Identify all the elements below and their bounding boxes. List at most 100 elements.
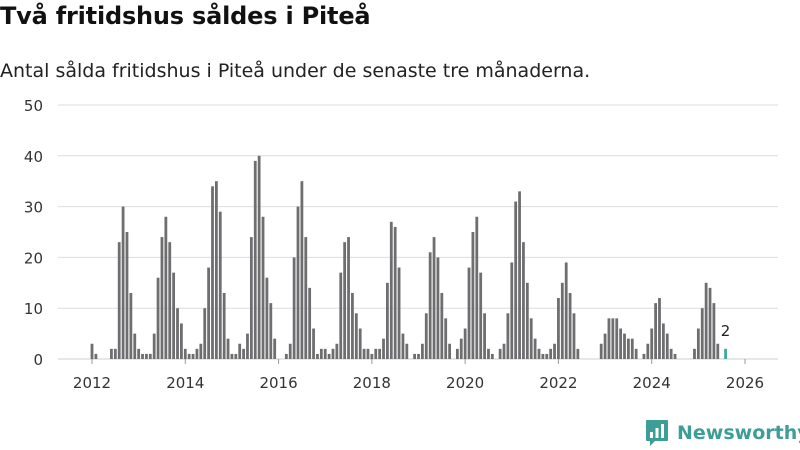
bar <box>351 292 354 359</box>
brand-name: Newsworthy <box>677 422 800 444</box>
bar <box>366 348 370 359</box>
bar <box>362 348 366 359</box>
bar <box>490 353 494 359</box>
bar <box>129 292 133 359</box>
bar <box>444 318 448 359</box>
bar <box>576 348 580 359</box>
bar <box>483 313 486 359</box>
bar <box>203 308 207 359</box>
bar <box>382 338 385 359</box>
bar <box>125 232 129 359</box>
bar <box>195 348 199 359</box>
bar <box>502 343 506 359</box>
bar <box>249 237 253 359</box>
bar <box>401 333 405 359</box>
bar <box>549 348 553 359</box>
bar <box>533 338 537 359</box>
bar <box>238 343 242 359</box>
bar <box>506 313 510 359</box>
bar-chart: 0 10 20 30 40 50 2012 2014 2016 2018 2020 2022 2024 2… <box>24 97 778 392</box>
bar <box>113 348 117 359</box>
bar <box>459 338 463 359</box>
bar <box>693 348 696 359</box>
bar <box>642 353 646 359</box>
bar <box>623 333 626 359</box>
bar <box>619 328 623 359</box>
bar <box>545 353 549 359</box>
bar <box>253 160 257 359</box>
y-tick-label: 40 <box>24 148 43 166</box>
x-tick-label: 2026 <box>726 374 764 392</box>
bar <box>654 303 658 359</box>
bar <box>428 252 432 359</box>
bar <box>479 272 483 359</box>
bar <box>529 318 533 359</box>
bar <box>673 353 677 359</box>
x-tick-label: 2014 <box>166 374 204 392</box>
bar <box>498 348 502 359</box>
bar <box>207 267 211 359</box>
bar <box>187 353 191 359</box>
bar <box>634 348 638 359</box>
bar <box>393 226 397 359</box>
bar <box>541 353 545 359</box>
bar <box>152 333 156 359</box>
bar <box>611 318 615 359</box>
bar <box>646 343 650 359</box>
bar <box>487 348 490 359</box>
bar <box>230 353 234 359</box>
bar <box>110 348 113 359</box>
bar <box>374 348 378 359</box>
x-tick-label: 2024 <box>633 374 671 392</box>
bar <box>117 242 121 359</box>
bar <box>90 343 94 359</box>
bar <box>172 272 176 359</box>
y-tick-label: 10 <box>24 300 43 318</box>
bar <box>420 343 424 359</box>
bar <box>319 348 323 359</box>
bar <box>183 348 187 359</box>
bar <box>133 333 137 359</box>
chart-title: Två fritidshus såldes i Piteå <box>0 2 371 30</box>
bar <box>661 323 665 359</box>
bar <box>448 343 451 359</box>
bar <box>572 313 576 359</box>
bar <box>463 328 467 359</box>
bar <box>343 242 347 359</box>
bar-highlight <box>724 348 727 359</box>
bar <box>191 353 195 359</box>
bar <box>405 343 409 359</box>
bar <box>440 292 444 359</box>
newsworthy-logo-icon <box>646 420 668 446</box>
bar <box>257 155 261 359</box>
bar <box>424 313 428 359</box>
bar <box>265 277 269 359</box>
bar <box>168 242 172 359</box>
bar <box>704 282 708 359</box>
bar <box>568 292 572 359</box>
bar <box>553 343 556 359</box>
bar <box>156 277 160 359</box>
brand: Newsworthy <box>645 419 800 447</box>
bar <box>700 308 704 359</box>
bar <box>397 267 401 359</box>
bar <box>327 353 331 359</box>
bar <box>696 328 700 359</box>
bar <box>179 323 183 359</box>
bar <box>599 343 603 359</box>
bar <box>358 328 362 359</box>
bar <box>525 282 529 359</box>
bar <box>413 353 417 359</box>
bar <box>658 298 661 359</box>
bar <box>386 282 389 359</box>
bar <box>518 191 521 359</box>
bar <box>650 328 654 359</box>
bar <box>296 206 300 359</box>
bar <box>308 287 312 359</box>
bar <box>370 353 374 359</box>
y-tick-label: 0 <box>33 351 43 369</box>
bar <box>141 353 144 359</box>
bar <box>537 348 541 359</box>
bar <box>716 343 720 359</box>
bar <box>160 237 164 359</box>
